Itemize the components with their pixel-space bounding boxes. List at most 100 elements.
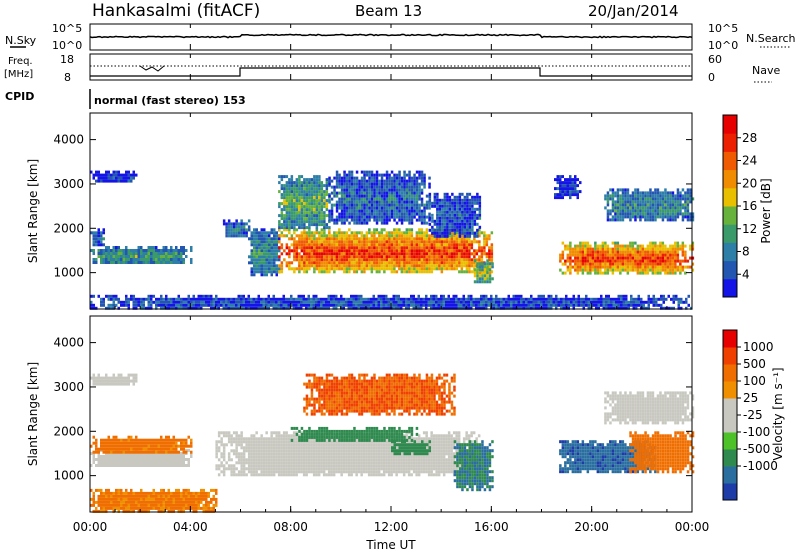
power-cell-r13 (377, 306, 380, 310)
power-cell-r5 (323, 234, 326, 238)
power-cell-r5 (353, 267, 356, 271)
power-cell-r13 (510, 297, 513, 301)
power-cell-r13 (630, 297, 633, 301)
power-cell-r4 (253, 261, 256, 265)
power-cell-r7 (398, 203, 401, 207)
power-cell-r13 (307, 297, 310, 301)
power-cell-r5 (405, 270, 409, 274)
power-cell-r5 (365, 249, 369, 253)
power-cell-r12 (654, 191, 657, 195)
power-cell-r0 (95, 258, 98, 261)
power-cell-r5 (353, 243, 356, 247)
power-cell-r10 (589, 262, 592, 266)
power-cell-r4 (273, 249, 276, 253)
power-cell-r5 (395, 237, 399, 241)
power-cell-r13 (435, 306, 438, 310)
power-cell-r7 (385, 170, 389, 174)
power-cell-r10 (684, 244, 687, 248)
power-cell-r5 (343, 237, 346, 241)
power-cell-r12 (654, 212, 657, 216)
power-cell-r13 (500, 300, 503, 304)
power-cell-r5 (385, 267, 389, 271)
power-cell-r12 (649, 218, 652, 222)
power-cell-r10 (601, 244, 605, 248)
power-cell-r13 (577, 297, 580, 301)
power-cell-r10 (611, 262, 615, 266)
power-cell-r6 (300, 226, 304, 230)
power-cell-r13 (382, 306, 385, 310)
power-cell-r13 (617, 306, 620, 310)
power-cell-r8 (431, 231, 434, 235)
power-cell-r0 (162, 258, 165, 261)
power-cell-r12 (649, 209, 652, 213)
power-cell-r4 (275, 270, 278, 274)
power-cell-r5 (465, 240, 469, 244)
power-cell-r2 (127, 173, 130, 177)
power-cell-r0 (155, 261, 158, 264)
power-cell-r10 (616, 253, 620, 257)
power-cell-r2 (115, 179, 118, 183)
power-cell-r0 (122, 258, 125, 261)
power-cell-r10 (621, 244, 625, 248)
power-cell-r5 (315, 264, 319, 268)
power-cell-r7 (343, 188, 346, 192)
power-cell-r5 (305, 267, 309, 271)
power-cell-r13 (472, 297, 475, 301)
power-cell-r7 (398, 194, 401, 198)
power-cell-r12 (614, 194, 617, 198)
power-cell-r13 (482, 294, 485, 298)
power-cell-r5 (458, 252, 461, 256)
power-cell-r10 (639, 250, 642, 254)
power-cell-r1 (97, 234, 100, 238)
power-cell-r5 (415, 240, 419, 244)
power-cell-r5 (370, 237, 374, 241)
power-cell-r7 (375, 200, 379, 204)
power-cell-r13 (182, 303, 185, 307)
power-cell-r13 (125, 300, 128, 304)
power-cell-r13 (257, 294, 260, 298)
power-cell-r13 (520, 303, 523, 307)
power-cell-r0 (137, 246, 140, 249)
power-cell-r10 (604, 265, 607, 269)
power-cell-r10 (684, 256, 687, 260)
power-cell-r6 (313, 202, 316, 206)
power-cell-r7 (403, 170, 406, 174)
power-cell-r10 (586, 250, 590, 254)
power-cell-r13 (250, 306, 253, 310)
power-cell-r5 (400, 234, 404, 238)
power-cell-r5 (335, 246, 339, 250)
power-cell-r5 (363, 267, 366, 271)
power-cell-r6 (303, 196, 306, 200)
nsky-series-line (89, 33, 693, 39)
power-cell-r10 (569, 262, 572, 266)
power-cell-r5 (465, 270, 469, 274)
power-cell-r6 (320, 214, 324, 218)
power-cell-r5 (303, 234, 306, 238)
power-cell-r13 (630, 303, 633, 307)
power-cell-r10 (624, 265, 627, 269)
power-cell-r13 (392, 297, 395, 301)
power-cell-r6 (300, 190, 304, 194)
power-cell-r8 (436, 225, 439, 229)
power-cell-r7 (360, 185, 364, 189)
power-cell-r7 (383, 194, 386, 198)
power-cell-r13 (370, 300, 373, 304)
power-cell-r0 (180, 255, 183, 258)
power-cell-r8 (476, 222, 479, 226)
power-cell-r12 (629, 194, 632, 198)
power-cell-r5 (388, 258, 391, 262)
power-cell-r5 (423, 246, 426, 250)
power-cell-r13 (257, 300, 260, 304)
power-cell-r13 (412, 303, 415, 307)
power-cell-r7 (415, 206, 419, 210)
power-cell-r8 (478, 225, 482, 229)
power-cell-r3 (227, 222, 231, 226)
power-cell-r5 (483, 249, 486, 253)
power-cell-r13 (90, 306, 93, 310)
power-cell-r6 (318, 184, 321, 188)
power-cell-r10 (674, 271, 677, 275)
power-cell-r5 (308, 264, 311, 268)
power-cell-r13 (412, 300, 415, 304)
power-cell-r6 (283, 226, 286, 230)
power-cell-r6 (308, 208, 311, 212)
